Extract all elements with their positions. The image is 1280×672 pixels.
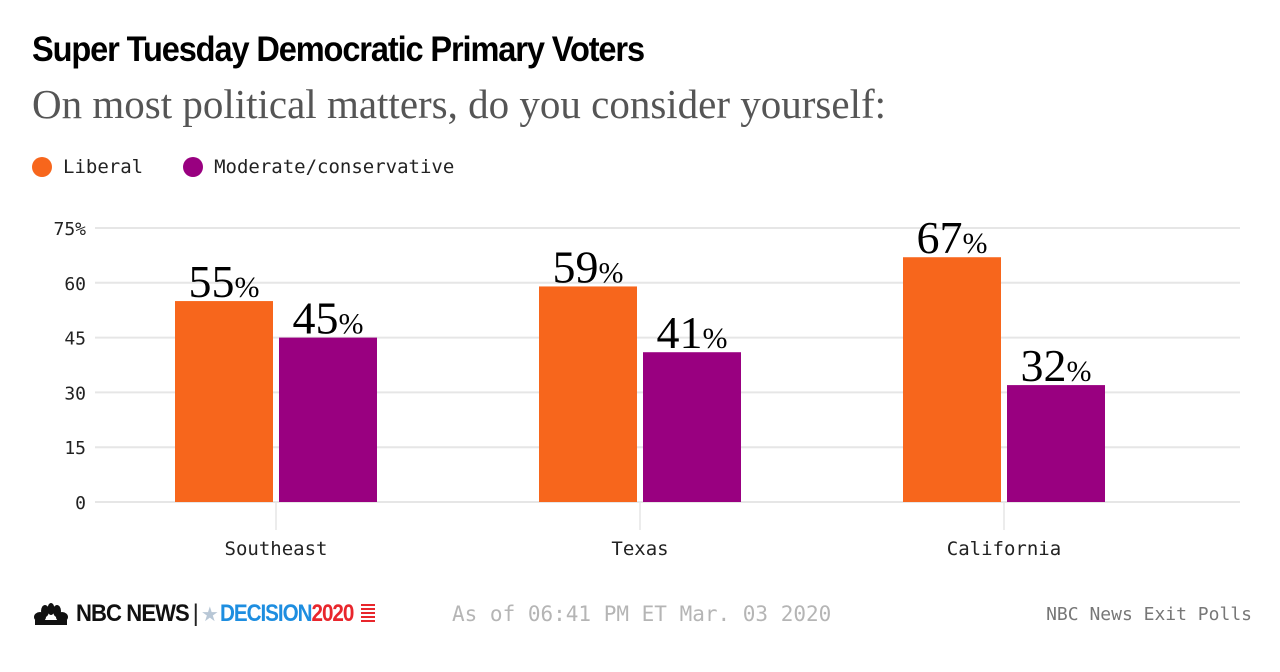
y-tick-label: 60 bbox=[64, 274, 86, 295]
data-label-suffix: % bbox=[599, 256, 624, 289]
data-label-suffix: % bbox=[235, 271, 260, 304]
legend-item-liberal: Liberal bbox=[32, 156, 143, 178]
y-tick-label: 0 bbox=[75, 493, 86, 514]
legend: Liberal Moderate/conservative bbox=[32, 156, 494, 178]
data-label-suffix: % bbox=[963, 227, 988, 260]
star-icon: ★ bbox=[200, 603, 219, 626]
y-tick-label: 30 bbox=[64, 383, 86, 404]
chart-subtitle: On most political matters, do you consid… bbox=[32, 81, 887, 127]
legend-swatch-liberal bbox=[32, 157, 52, 177]
bar-liberal-texas bbox=[539, 286, 637, 502]
x-tick-label: California bbox=[947, 538, 1061, 560]
data-label-suffix: % bbox=[703, 322, 728, 355]
logo-separator: | bbox=[192, 600, 199, 627]
bar-moderate-conservative-southeast bbox=[279, 337, 377, 502]
legend-label-moderate-conservative: Moderate/conservative bbox=[214, 156, 455, 178]
peacock-icon bbox=[34, 603, 68, 625]
y-axis: 0 15 30 45 60 75% bbox=[53, 219, 86, 514]
x-tick-label: Texas bbox=[611, 538, 668, 560]
x-tick-label: Southeast bbox=[225, 538, 328, 560]
y-tick-label: 75% bbox=[53, 219, 86, 240]
y-tick-label: 15 bbox=[64, 438, 86, 459]
data-label-value: 32 bbox=[1021, 340, 1067, 391]
chart-title: Super Tuesday Democratic Primary Voters bbox=[32, 30, 645, 69]
decision-year: 2020 bbox=[311, 600, 354, 627]
data-label: 67% bbox=[917, 212, 988, 263]
data-label-value: 55 bbox=[189, 256, 235, 307]
decision-word: DECISION bbox=[219, 600, 313, 627]
legend-label-liberal: Liberal bbox=[63, 156, 144, 178]
nbc-news-wordmark: NBC NEWS bbox=[76, 600, 190, 627]
data-label-value: 45 bbox=[293, 293, 339, 344]
y-tick-label: 45 bbox=[64, 329, 86, 350]
footer: NBC NEWS | ★ DECISION2020 As of 06:41 PM… bbox=[32, 597, 1252, 631]
legend-item-moderate-conservative: Moderate/conservative bbox=[183, 156, 454, 178]
x-axis: Southeast Texas California bbox=[225, 502, 1061, 560]
bar-liberal-southeast bbox=[175, 301, 273, 502]
legend-swatch-moderate-conservative bbox=[183, 157, 204, 177]
flag-stripes-icon bbox=[360, 604, 375, 624]
source-credit: NBC News Exit Polls bbox=[1046, 603, 1252, 625]
data-label: 45% bbox=[293, 293, 364, 344]
as-of-timestamp: As of 06:41 PM ET Mar. 03 2020 bbox=[452, 602, 832, 626]
bars bbox=[175, 257, 1105, 502]
nbc-news-logo: NBC NEWS | ★ DECISION2020 bbox=[32, 600, 375, 628]
data-label-suffix: % bbox=[339, 308, 364, 341]
data-label: 41% bbox=[657, 307, 728, 358]
data-label-suffix: % bbox=[1067, 355, 1092, 388]
data-label: 55% bbox=[189, 256, 260, 307]
data-label-value: 67 bbox=[917, 212, 963, 263]
data-label: 32% bbox=[1021, 340, 1092, 391]
data-labels: 55%45%59%41%67%32% bbox=[189, 212, 1092, 391]
decision-2020-wordmark: DECISION2020 bbox=[219, 600, 354, 628]
bar-moderate-conservative-california bbox=[1007, 385, 1105, 502]
bar-moderate-conservative-texas bbox=[643, 352, 741, 502]
data-label-value: 59 bbox=[553, 241, 599, 292]
data-label-value: 41 bbox=[657, 307, 703, 358]
bar-liberal-california bbox=[903, 257, 1001, 502]
data-label: 59% bbox=[553, 241, 624, 292]
